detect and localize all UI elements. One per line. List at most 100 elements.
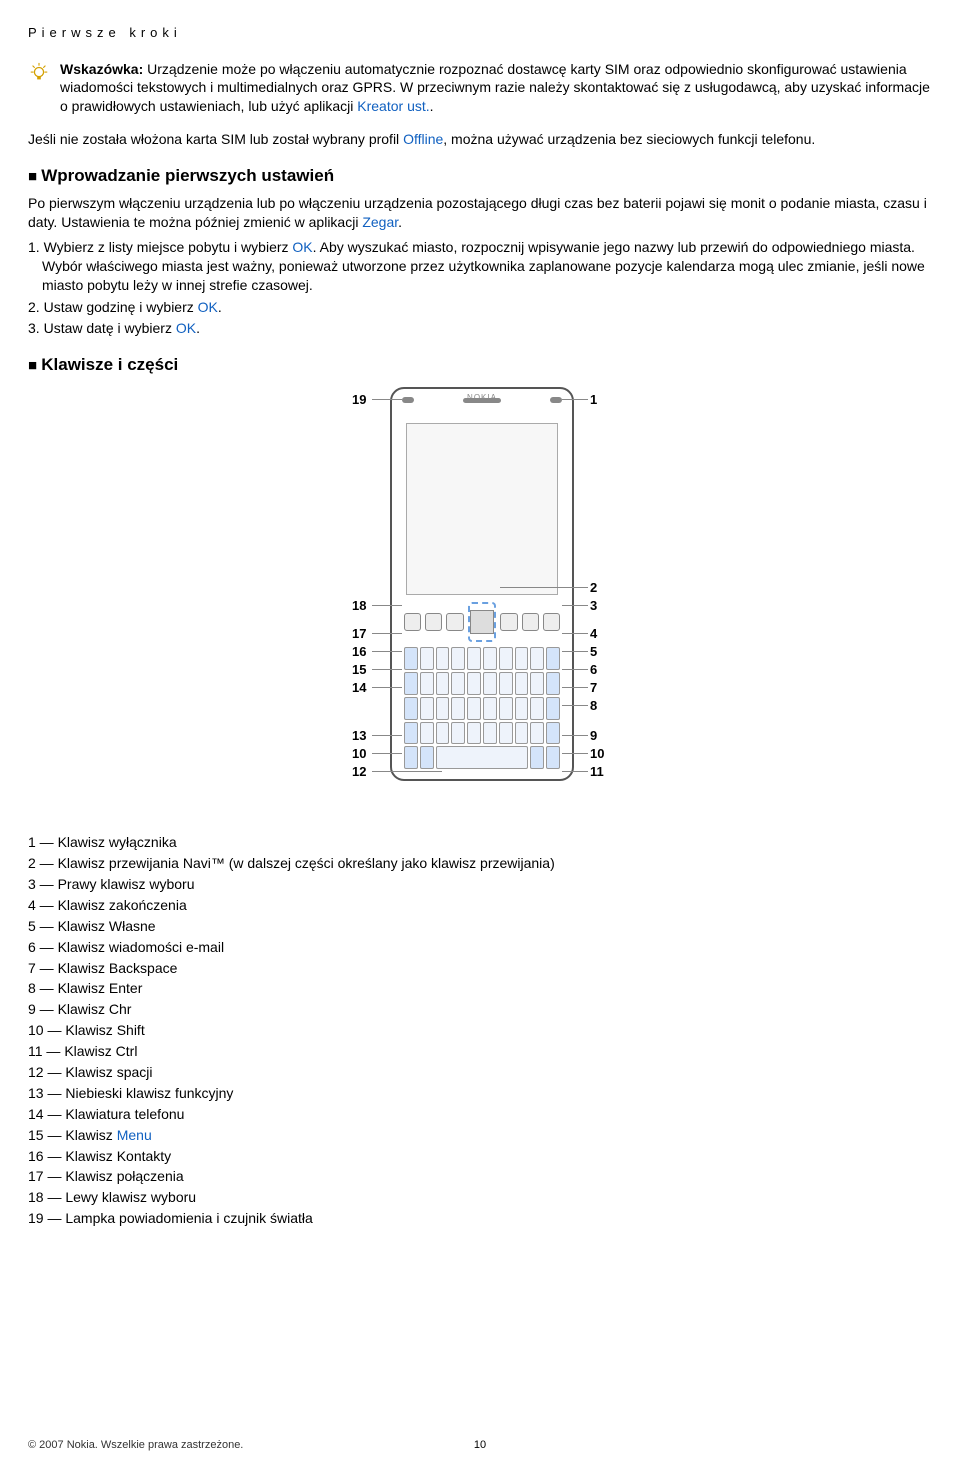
keypad-key: [420, 722, 434, 745]
link-menu[interactable]: Menu: [117, 1127, 152, 1143]
legend-item: 1 — Klawisz wyłącznika: [28, 833, 932, 852]
sec1-p1: Po pierwszym włączeniu urządzenia lub po…: [28, 194, 932, 232]
callout-line: [562, 771, 588, 772]
callout-1: 1: [590, 391, 597, 409]
link-ok-2[interactable]: OK: [198, 299, 218, 315]
link-kreator-ust[interactable]: Kreator ust.: [357, 98, 429, 114]
keypad-key: [467, 722, 481, 745]
keypad-key: [436, 722, 450, 745]
legend-item-15: 15 — Klawisz Menu: [28, 1126, 932, 1145]
link-ok-1[interactable]: OK: [292, 239, 312, 255]
t3b: .: [196, 320, 200, 336]
callout-line: [372, 753, 402, 754]
callout-line: [372, 669, 402, 670]
keypad-key: [515, 697, 529, 720]
keypad-key: [451, 722, 465, 745]
t2b: .: [218, 299, 222, 315]
callout-line: [562, 605, 588, 606]
callout-line: [562, 753, 588, 754]
link-offline[interactable]: Offline: [403, 131, 443, 147]
keypad-key: [404, 647, 418, 670]
callout-10l: 10: [352, 745, 366, 763]
keypad-key: [404, 697, 418, 720]
legend15-pre: 15 — Klawisz: [28, 1127, 117, 1143]
callout-16: 16: [352, 643, 366, 661]
legend-item: 2 — Klawisz przewijania Navi™ (w dalszej…: [28, 854, 932, 873]
callout-line: [562, 669, 588, 670]
callout-18: 18: [352, 597, 366, 615]
n2: 2.: [28, 299, 44, 315]
section-heading-keys: Klawisze i części: [28, 354, 932, 377]
link-zegar[interactable]: Zegar: [362, 214, 398, 230]
keypad-key: [546, 697, 560, 720]
tip-label: Wskazówka:: [60, 61, 143, 77]
keypad-key: [404, 672, 418, 695]
keypad-key: [467, 647, 481, 670]
callout-11: 11: [590, 763, 604, 781]
keypad-key: [530, 697, 544, 720]
keypad-key: [546, 746, 560, 769]
link-ok-3[interactable]: OK: [176, 320, 196, 336]
callout-line: [500, 587, 588, 588]
callout-10r: 10: [590, 745, 604, 763]
keypad-key: [499, 722, 513, 745]
legend-item: 13 — Niebieski klawisz funkcyjny: [28, 1084, 932, 1103]
offline-post: , można używać urządzenia bez sieciowych…: [443, 131, 815, 147]
callout-line: [372, 735, 402, 736]
speaker: [463, 398, 501, 403]
callout-line: [562, 687, 588, 688]
legend-item: 7 — Klawisz Backspace: [28, 959, 932, 978]
keypad-key: [451, 697, 465, 720]
keypad-key: [499, 672, 513, 695]
navi-inner: [470, 610, 494, 634]
keypad-key: [467, 672, 481, 695]
keypad-key: [420, 746, 434, 769]
legend-item: 11 — Klawisz Ctrl: [28, 1042, 932, 1061]
keypad-key: [499, 647, 513, 670]
keypad-key: [436, 746, 529, 769]
callout-line: [562, 399, 588, 400]
legend-item: 17 — Klawisz połączenia: [28, 1167, 932, 1186]
callout-line: [562, 705, 588, 706]
phone-diagram: NOKIA 19 18 17 16 15 14 13 10 12: [280, 387, 680, 817]
callout-19: 19: [352, 391, 366, 409]
keypad-key: [436, 647, 450, 670]
softkeys: [404, 601, 560, 643]
sec1-p1-post: .: [398, 214, 402, 230]
callout-14: 14: [352, 679, 366, 697]
keypad-key: [467, 697, 481, 720]
keypad-key: [515, 647, 529, 670]
page-header: Pierwsze kroki: [28, 24, 932, 42]
callout-line: [372, 687, 402, 688]
legend-item: 4 — Klawisz zakończenia: [28, 896, 932, 915]
callout-line: [562, 735, 588, 736]
keypad-key: [515, 722, 529, 745]
keypad-key: [436, 672, 450, 695]
keypad-key: [530, 746, 544, 769]
legend-item: 18 — Lewy klawisz wyboru: [28, 1188, 932, 1207]
tip-block: Wskazówka: Urządzenie może po włączeniu …: [28, 60, 932, 117]
sec1-p1-pre: Po pierwszym włączeniu urządzenia lub po…: [28, 195, 927, 230]
navi-key: [468, 602, 497, 642]
lightbulb-icon: [28, 62, 50, 84]
callout-7: 7: [590, 679, 597, 697]
keypad-key: [483, 647, 497, 670]
keypad-key: [515, 672, 529, 695]
t3a: Ustaw datę i wybierz: [44, 320, 176, 336]
sec1-item-2: 2. Ustaw godzinę i wybierz OK.: [42, 298, 932, 317]
keypad-key: [530, 672, 544, 695]
callout-line: [372, 771, 442, 772]
offline-pre: Jeśli nie została włożona karta SIM lub …: [28, 131, 403, 147]
offline-para: Jeśli nie została włożona karta SIM lub …: [28, 130, 932, 149]
keypad-key: [420, 647, 434, 670]
keypad-key: [420, 672, 434, 695]
keypad-key: [451, 672, 465, 695]
callout-4: 4: [590, 625, 597, 643]
sec1-item-3: 3. Ustaw datę i wybierz OK.: [42, 319, 932, 338]
keypad-key: [451, 647, 465, 670]
softkey: [425, 613, 442, 631]
legend-item: 5 — Klawisz Własne: [28, 917, 932, 936]
key-legend: 1 — Klawisz wyłącznika 2 — Klawisz przew…: [28, 833, 932, 1228]
tip-text: Wskazówka: Urządzenie może po włączeniu …: [60, 60, 932, 117]
sensor-dot: [402, 397, 414, 403]
